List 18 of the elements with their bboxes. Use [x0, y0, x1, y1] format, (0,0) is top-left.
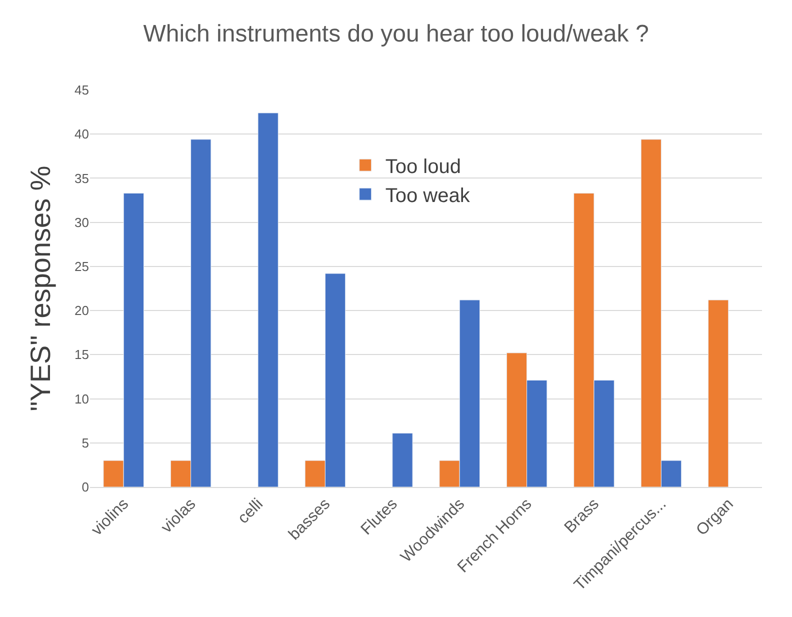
bar — [258, 112, 278, 487]
y-tick-label: 10 — [74, 391, 89, 406]
y-tick-label: 20 — [74, 303, 89, 318]
y-tick-label: 15 — [74, 347, 89, 362]
y-tick-label: 30 — [74, 214, 89, 230]
chart-title: Which instruments do you hear too loud/weak ? — [143, 20, 649, 48]
y-tick-label: 45 — [74, 82, 89, 98]
y-axis-title: "YES" responses % — [25, 166, 56, 412]
x-tick-label: celli — [234, 496, 266, 528]
y-tick-label: 5 — [82, 435, 89, 450]
bar — [708, 300, 729, 487]
bar — [392, 432, 413, 487]
y-tick-label: 35 — [74, 170, 89, 186]
y-tick-label: 0 — [82, 480, 89, 495]
legend-label: Too weak — [385, 184, 471, 207]
y-tick-label: 40 — [74, 126, 89, 142]
y-tick-label: 25 — [74, 258, 89, 274]
legend-label: Too loud — [385, 156, 461, 178]
